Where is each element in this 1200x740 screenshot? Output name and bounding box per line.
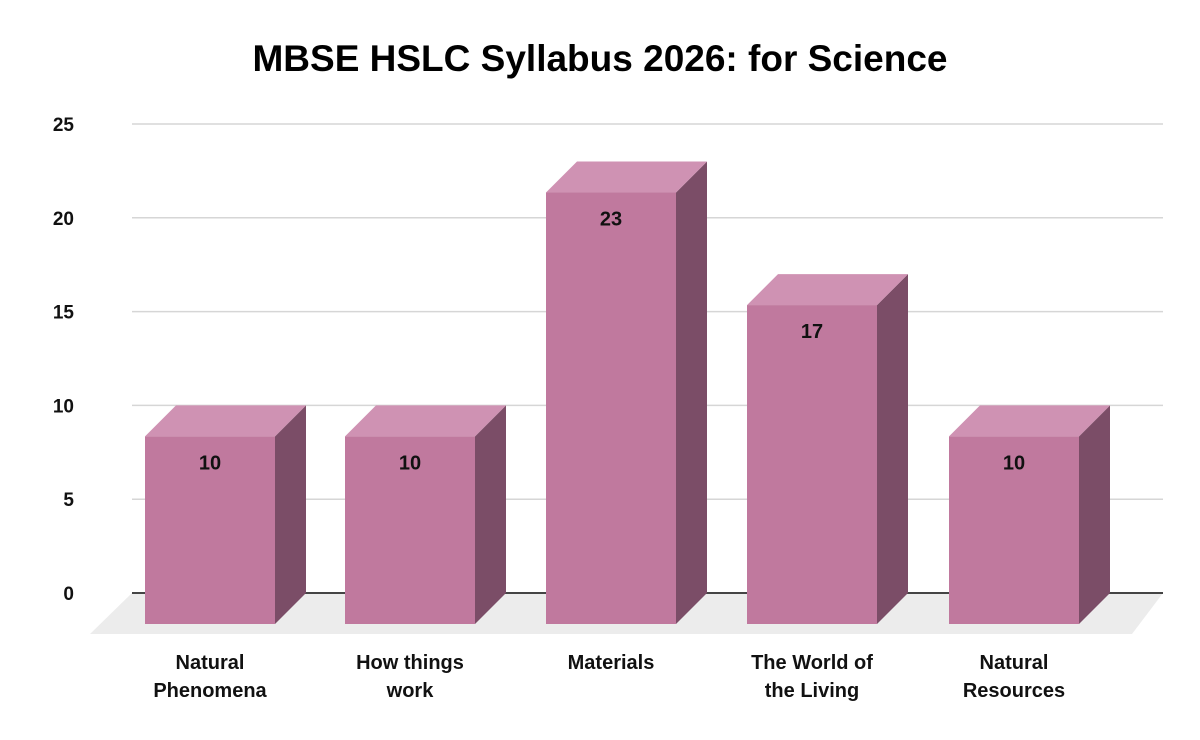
bar: 10 — [949, 405, 1110, 624]
bar-top — [747, 274, 908, 306]
bar-side — [676, 161, 707, 624]
bar-top — [546, 161, 707, 193]
bar-front — [345, 436, 475, 624]
bar-side — [275, 405, 306, 624]
bars: 10 10 23 17 10 — [145, 161, 1110, 624]
data-label: 10 — [399, 452, 421, 474]
bar-side — [877, 274, 908, 624]
y-tick-label: 0 — [63, 584, 74, 605]
bar-side — [475, 405, 506, 624]
x-tick-label: How things work — [356, 652, 464, 702]
y-axis-ticks: 0 5 10 15 20 25 — [53, 115, 75, 605]
y-tick-label: 15 — [53, 303, 75, 324]
data-label: 10 — [1003, 452, 1025, 474]
bar-side — [1079, 405, 1110, 624]
y-tick-label: 25 — [53, 115, 75, 136]
bar: 10 — [145, 405, 306, 624]
bar-top — [145, 405, 306, 437]
y-tick-label: 5 — [63, 490, 74, 511]
chart-title: MBSE HSLC Syllabus 2026: for Science — [252, 38, 948, 79]
data-label: 17 — [801, 321, 823, 343]
bar-front — [747, 305, 877, 624]
bar: 17 — [747, 274, 908, 624]
bar-top — [345, 405, 506, 437]
y-tick-label: 20 — [53, 209, 74, 230]
bar: 23 — [546, 161, 707, 624]
bar-front — [546, 192, 676, 624]
x-tick-label: The World of the Living — [751, 652, 873, 702]
bar-top — [949, 405, 1110, 437]
bar: 10 — [345, 405, 506, 624]
x-tick-label: Materials — [568, 652, 655, 674]
data-label: 23 — [600, 209, 622, 231]
bar-front — [145, 436, 275, 624]
x-tick-label: Natural Resources — [963, 652, 1065, 702]
data-label: 10 — [199, 452, 221, 474]
x-tick-label: Natural Phenomena — [153, 652, 267, 702]
bar-front — [949, 436, 1079, 624]
y-tick-label: 10 — [53, 396, 74, 417]
x-axis-labels: Natural Phenomena How things work Materials T… — [153, 652, 1065, 702]
